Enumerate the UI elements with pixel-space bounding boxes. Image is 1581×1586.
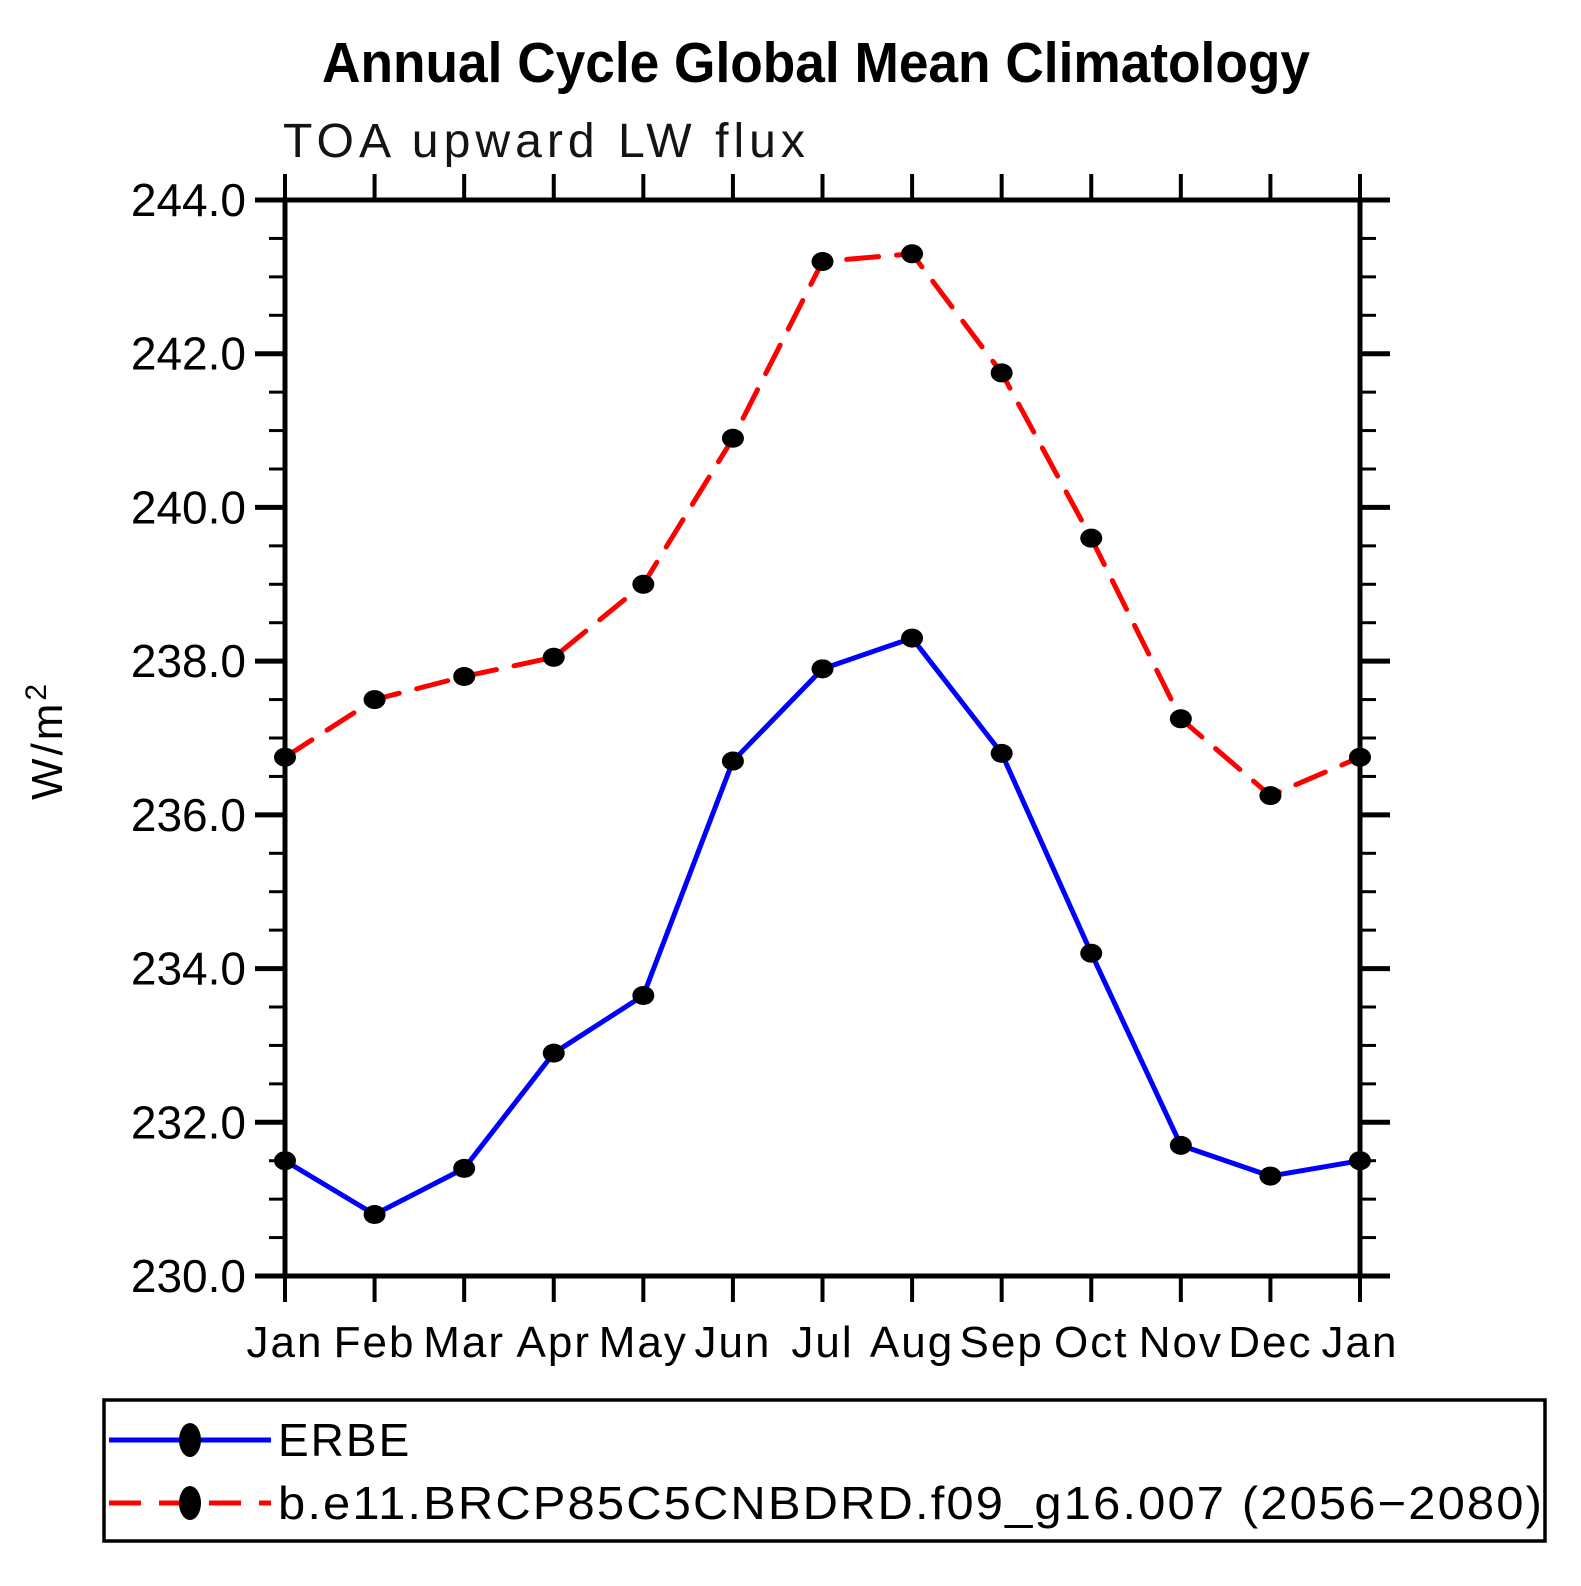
data-point-marker: [542, 647, 565, 667]
x-tick-label: Mar: [423, 1318, 505, 1367]
data-point-marker: [632, 574, 655, 594]
series-layer: [274, 244, 1371, 1225]
y-axis-unit-base: W/m: [23, 701, 72, 800]
x-tick-label: Apr: [517, 1318, 591, 1367]
page-title: Annual Cycle Global Mean Climatology: [322, 31, 1310, 95]
data-point-marker: [274, 747, 296, 767]
x-tick-label: Oct: [1054, 1318, 1128, 1367]
x-tick-label: Jul: [791, 1318, 853, 1367]
x-tick-label: Sep: [960, 1318, 1044, 1367]
y-tick-label: 232.0: [131, 1096, 246, 1148]
y-tick-label: 242.0: [131, 328, 246, 380]
data-point-marker: [1080, 528, 1103, 548]
data-point-marker: [901, 244, 924, 264]
legend: ERBE b.e11.BRCP85C5CNBDRD.f09_g16.007 (2…: [102, 1398, 1547, 1543]
y-tick-label: 240.0: [131, 481, 246, 533]
y-axis-tick-labels: 244.0 242.0 240.0 238.0 236.0 234.0 232.0 230.0: [131, 174, 246, 1302]
legend-box: [102, 1398, 1547, 1543]
data-point-marker: [274, 1151, 296, 1171]
series-line-1: [282, 251, 1363, 799]
chart-subtitle: TOA upward LW flux: [283, 115, 810, 168]
data-point-marker: [1349, 747, 1371, 767]
x-tick-label: Feb: [334, 1318, 416, 1367]
x-tick-label: Aug: [870, 1318, 954, 1367]
legend-label-erbe: ERBE: [278, 1414, 411, 1466]
data-point-marker: [990, 743, 1013, 763]
data-point-marker: [1169, 1135, 1192, 1155]
data-point-marker: [1080, 943, 1103, 963]
y-tick-label: 234.0: [131, 943, 246, 995]
data-point-marker: [453, 1158, 476, 1178]
data-point-marker: [363, 690, 386, 710]
x-tick-label: May: [599, 1318, 688, 1367]
data-point-marker: [721, 751, 744, 771]
data-point-marker: [632, 985, 655, 1005]
plot-border: [282, 197, 1363, 1279]
y-tick-label: 238.0: [131, 635, 246, 687]
series-line-0: [282, 635, 1363, 1218]
legend-marker-model: [179, 1486, 201, 1520]
data-point-marker: [811, 659, 834, 679]
data-point-marker: [901, 628, 924, 648]
data-point-marker: [453, 667, 476, 687]
y-tick-label: 230.0: [131, 1250, 246, 1302]
data-point-marker: [1259, 1166, 1282, 1186]
data-point-marker: [1259, 786, 1282, 806]
x-tick-label: Nov: [1139, 1318, 1223, 1367]
x-tick-label: Dec: [1228, 1318, 1312, 1367]
legend-label-model: b.e11.BRCP85C5CNBDRD.f09_g16.007 (2056−2…: [278, 1477, 1544, 1529]
y-axis-unit-exponent: 2: [20, 681, 53, 701]
legend-marker-erbe: [179, 1423, 201, 1457]
data-point-marker: [542, 1043, 565, 1063]
y-axis-title: W/m2: [20, 681, 72, 800]
data-point-marker: [811, 251, 834, 271]
data-point-marker: [1169, 709, 1192, 729]
x-tick-label: Jan: [1322, 1318, 1399, 1367]
data-point-marker: [363, 1205, 386, 1225]
data-point-marker: [721, 428, 744, 448]
x-axis-tick-labels: Jan Feb Mar Apr May Jun Jul Aug Sep Oct Nov Dec Jan: [247, 1318, 1399, 1367]
y-tick-label: 244.0: [131, 174, 246, 226]
x-tick-label: Jan: [247, 1318, 324, 1367]
y-tick-label: 236.0: [131, 789, 246, 841]
plot-frame: [255, 174, 1390, 1302]
data-point-marker: [990, 363, 1013, 383]
x-tick-label: Jun: [694, 1318, 771, 1367]
data-point-marker: [1349, 1151, 1371, 1171]
